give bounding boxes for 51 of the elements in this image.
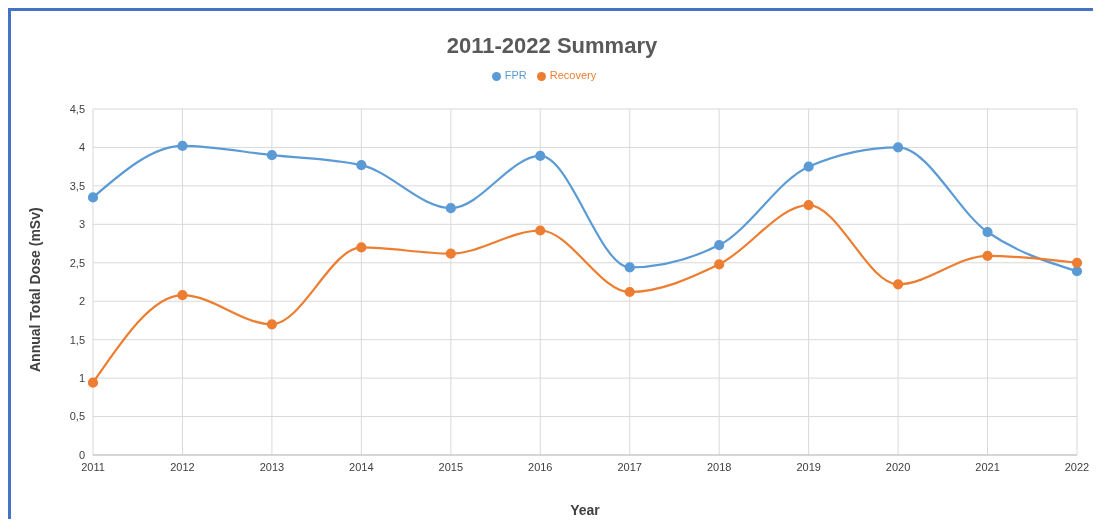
point [1071, 266, 1083, 277]
point [535, 225, 546, 236]
point [266, 319, 278, 330]
point [714, 259, 725, 270]
x-tick-label: 2014 [349, 460, 374, 473]
x-tick-label: 2021 [975, 460, 1000, 473]
y-tick-label: 2,5 [69, 256, 85, 269]
point [356, 242, 367, 253]
chart-title: 2011-2022 Summary [445, 33, 659, 59]
x-tick-label: 2022 [1064, 460, 1090, 473]
x-tick-label: 2012 [170, 460, 195, 473]
x-tick-label: 2017 [617, 460, 642, 473]
y-tick-label: 1,5 [69, 333, 85, 346]
x-tick-label: 2019 [796, 460, 821, 473]
y-tick-label: 0 [78, 448, 85, 461]
x-tick-label: 2015 [438, 460, 464, 473]
point [624, 262, 635, 273]
y-axis-title: Annual Total Dose (mSv) [26, 207, 43, 372]
point [445, 203, 456, 214]
y-tick-label: 1 [78, 372, 85, 385]
point [535, 150, 546, 161]
point [356, 160, 367, 171]
point [803, 200, 814, 211]
x-tick-label: 2018 [706, 460, 732, 473]
point [982, 250, 993, 261]
y-tick-label: 3 [78, 218, 85, 231]
point [803, 161, 814, 172]
point [892, 142, 904, 153]
y-tick-label: 4,5 [69, 102, 85, 115]
x-tick-label: 2020 [885, 460, 911, 473]
legend-label: FPR [504, 69, 527, 81]
point [1071, 257, 1083, 268]
point [87, 377, 99, 388]
y-tick-label: 4 [78, 141, 85, 154]
point [624, 286, 635, 298]
point [266, 150, 278, 161]
point [177, 140, 188, 152]
x-tick-label: 2011 [81, 460, 105, 473]
y-tick-label: 2 [78, 295, 85, 308]
point [892, 279, 904, 290]
point [177, 289, 188, 301]
point [87, 192, 99, 203]
point [445, 248, 456, 259]
x-axis-title: Year [570, 502, 601, 518]
point [982, 226, 993, 238]
x-tick-label: 2013 [259, 460, 285, 473]
x-tick-label: 2016 [528, 460, 553, 473]
y-tick-label: 0,5 [69, 410, 85, 423]
legend-label: Recovery [549, 69, 597, 81]
point [714, 239, 725, 251]
y-tick-label: 3,5 [69, 179, 85, 192]
